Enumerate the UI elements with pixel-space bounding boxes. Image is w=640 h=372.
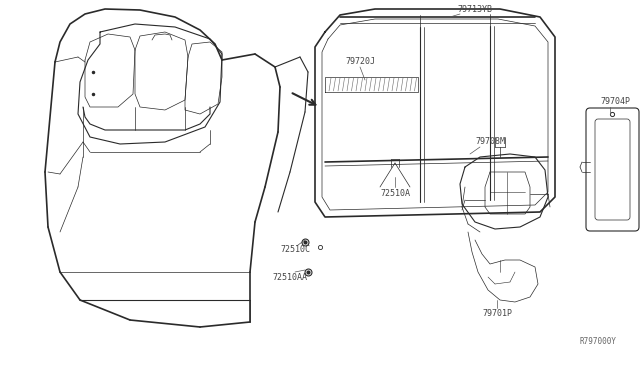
Text: 79701P: 79701P xyxy=(482,310,512,318)
Text: 72510AA: 72510AA xyxy=(273,273,307,282)
Text: 79720J: 79720J xyxy=(345,58,375,67)
Text: 72510A: 72510A xyxy=(380,189,410,199)
Text: 72510C: 72510C xyxy=(280,246,310,254)
Text: R797000Y: R797000Y xyxy=(579,337,616,346)
Text: 79708M: 79708M xyxy=(475,138,505,147)
Text: 79713YB: 79713YB xyxy=(458,6,493,15)
Text: 79704P: 79704P xyxy=(600,97,630,106)
